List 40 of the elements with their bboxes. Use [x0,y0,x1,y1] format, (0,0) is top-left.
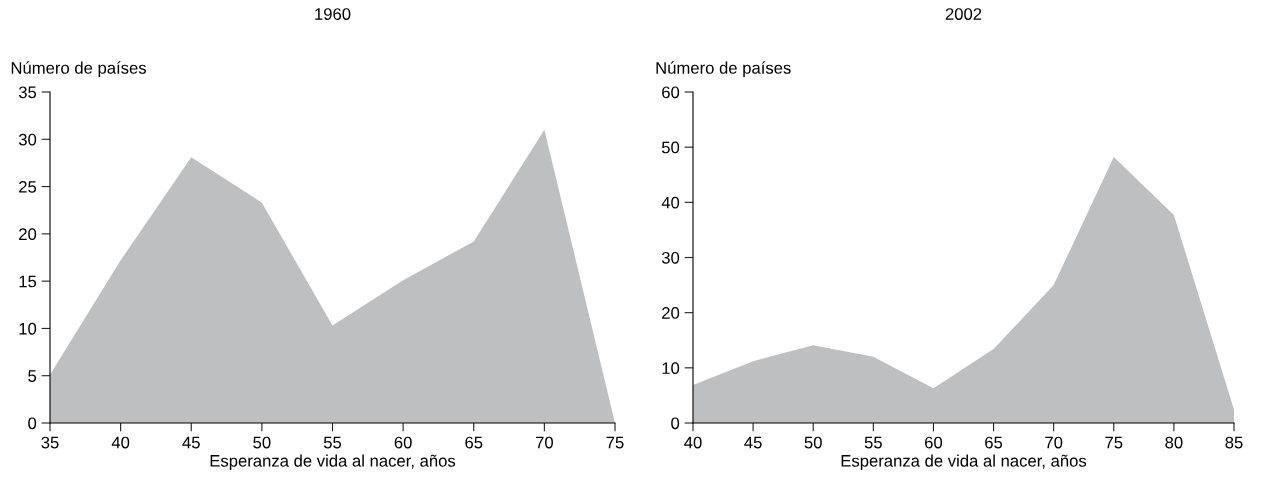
y-tick-label: 60 [662,86,680,99]
x-tick-label: 75 [1105,436,1123,449]
x-tick-label: 60 [394,436,412,449]
y-tick-label: 0 [671,417,680,430]
x-axis-title: Esperanza de vida al nacer, años [841,454,1087,471]
y-tick-label: 35 [18,86,37,99]
y-axis-title: Número de países [11,61,147,78]
x-tick-label: 60 [925,436,943,449]
y-axis-title: Número de países [656,61,791,78]
y-tick-label: 30 [661,251,680,264]
x-tick-label: 65 [985,436,1003,449]
x-tick-label: 45 [182,436,200,449]
chart-title: 1960 [315,8,351,20]
x-tick-label: 75 [606,436,624,449]
x-tick-label: 85 [1225,436,1243,449]
x-tick-label: 50 [804,436,822,449]
x-tick-label: 80 [1165,436,1183,449]
y-tick-label: 5 [28,370,37,382]
y-tick-label: 40 [661,196,680,209]
x-tick-label: 45 [744,436,762,449]
x-tick-label: 35 [41,436,59,449]
x-tick-label: 70 [535,436,553,449]
y-tick-label: 50 [661,141,680,154]
y-tick-label: 20 [662,307,680,319]
x-tick-label: 55 [323,436,342,449]
y-tick-label: 10 [19,322,37,335]
x-axis-title: Esperanza de vida al nacer, años [210,454,456,471]
y-tick-label: 30 [18,133,37,146]
chart-title: 2002 [945,8,982,20]
y-tick-label: 25 [19,180,37,193]
x-tick-label: 65 [465,436,483,449]
x-tick-label: 50 [253,436,271,449]
x-tick-label: 70 [1045,436,1063,449]
y-tick-label: 20 [19,228,37,241]
y-tick-label: 10 [662,362,680,375]
x-tick-label: 40 [111,436,130,449]
y-tick-label: 15 [19,275,37,288]
y-tick-label: 0 [28,417,37,430]
x-tick-label: 55 [864,436,882,449]
x-tick-label: 40 [684,436,702,449]
